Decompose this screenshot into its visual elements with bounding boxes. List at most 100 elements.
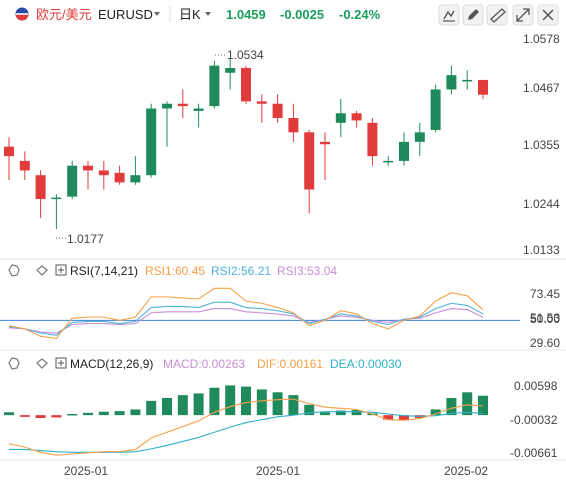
macd-bar	[288, 395, 299, 416]
draw-icon	[443, 10, 455, 20]
candle-body	[162, 103, 172, 109]
price-panel[interactable]: 1.0534 1.0177 1.0578 1.0467 1.0355 1.024…	[4, 32, 560, 257]
candle-body	[114, 172, 125, 183]
rsi-settings-icon[interactable]	[8, 264, 20, 277]
candle-body	[19, 160, 30, 171]
price-axis-tick: 1.0244	[523, 197, 560, 211]
rsi-toggle-icon[interactable]	[36, 265, 48, 276]
x-axis-label: 2025-01	[256, 464, 300, 478]
candle-body	[288, 118, 299, 133]
ruler-button[interactable]	[486, 4, 508, 26]
candle-body	[35, 175, 46, 200]
candle-body	[462, 79, 473, 82]
price-change: -0.0025	[280, 7, 324, 22]
rsi-expand-icon[interactable]	[55, 264, 67, 276]
macd-bar	[225, 385, 236, 416]
expand-icon	[516, 8, 530, 22]
rsi1-line	[8, 287, 484, 340]
macd-bar	[383, 415, 394, 420]
symbol-label[interactable]: EURUSD	[98, 7, 153, 22]
candle-body	[478, 79, 488, 95]
candle-body	[367, 122, 378, 157]
macd-axis-tick: 0.00598	[514, 379, 558, 393]
candle-body	[335, 113, 346, 123]
macd-bar	[114, 411, 125, 416]
macd-bar	[478, 395, 488, 416]
high-annotation: 1.0534	[215, 48, 264, 62]
candle-body	[304, 132, 315, 190]
rsi-axis-tick: 29.60	[530, 336, 560, 350]
candle-body	[414, 132, 425, 142]
timeframe-label[interactable]: 日K	[179, 7, 201, 22]
macd-bar	[272, 392, 283, 416]
macd-toggle-icon[interactable]	[36, 358, 48, 369]
price-axis-tick: 1.0578	[523, 32, 560, 46]
candle-body	[225, 68, 236, 73]
x-axis: 2025-01 2025-01 2025-02	[64, 464, 488, 478]
high-label: 1.0534	[227, 48, 264, 62]
macd-settings-icon[interactable]	[8, 357, 20, 370]
macd-bar	[177, 395, 188, 416]
price-axis-tick: 1.0133	[523, 243, 560, 257]
draw-button[interactable]	[438, 4, 460, 26]
price-change-pct: -0.24%	[339, 7, 381, 22]
macd-panel[interactable]: MACD(12,26,9) MACD:0.00263 DIF:0.00161 D…	[4, 357, 558, 460]
edit-icon	[468, 9, 479, 20]
candle-body	[430, 89, 441, 130]
symbol-dropdown-icon[interactable]	[154, 12, 160, 16]
rsi-axis-tick: 50.00	[530, 312, 560, 326]
close-icon	[542, 9, 554, 21]
macd-expand-icon[interactable]	[55, 357, 67, 369]
candle-body	[193, 108, 204, 111]
candle-body	[130, 175, 141, 183]
x-axis-label: 2025-02	[444, 464, 488, 478]
candle-body	[4, 146, 14, 157]
x-axis-label: 2025-01	[64, 464, 108, 478]
dea-line	[9, 411, 484, 453]
price-axis-tick: 1.0355	[523, 138, 560, 152]
candle-body	[272, 103, 283, 119]
macd-bar	[399, 415, 409, 421]
macd-bar	[335, 410, 346, 416]
macd-axis-tick: -0.00661	[510, 446, 558, 460]
rsi-panel[interactable]: RSI(7,14,21) RSI1:60.45 RSI2:56.21 RSI3:…	[0, 264, 560, 350]
macd-value: MACD:0.00263	[163, 357, 245, 371]
macd-bar	[146, 400, 157, 416]
price-axis-tick: 1.0467	[523, 81, 560, 95]
low-label: 1.0177	[67, 232, 104, 246]
macd-bar	[4, 412, 14, 416]
candle-body	[399, 141, 409, 161]
macd-bar	[51, 415, 62, 418]
rsi2-value: RSI2:56.21	[211, 264, 271, 278]
macd-bar	[130, 409, 141, 416]
candle-body	[67, 165, 78, 197]
candle-body	[209, 65, 220, 107]
dif-line	[8, 398, 484, 456]
rsi-axis-tick: 73.45	[530, 287, 560, 301]
macd-bar	[98, 411, 109, 416]
candle-body	[446, 75, 457, 90]
macd-bar	[83, 412, 93, 416]
macd-bar	[256, 389, 267, 416]
candle-body	[256, 101, 267, 104]
dea-value: DEA:0.00030	[330, 357, 402, 371]
expand-button[interactable]	[512, 4, 534, 26]
edit-button[interactable]	[462, 4, 484, 26]
close-button[interactable]	[537, 4, 559, 26]
flag-icon	[15, 7, 29, 21]
rsi2-line	[8, 301, 484, 336]
macd-bar	[67, 414, 78, 416]
candle-body	[320, 141, 330, 145]
timeframe-dropdown-icon[interactable]	[205, 12, 211, 16]
macd-bar	[351, 410, 362, 416]
rsi-name: RSI(7,14,21)	[70, 264, 138, 278]
macd-bar	[446, 398, 457, 416]
macd-bar	[19, 415, 30, 417]
candle-body	[146, 108, 157, 176]
macd-bar	[462, 392, 473, 416]
rsi3-value: RSI3:53.04	[277, 264, 337, 278]
symbol-cn-label: 欧元/美元	[36, 7, 92, 22]
macd-bar	[304, 404, 315, 416]
macd-bar	[320, 412, 330, 416]
